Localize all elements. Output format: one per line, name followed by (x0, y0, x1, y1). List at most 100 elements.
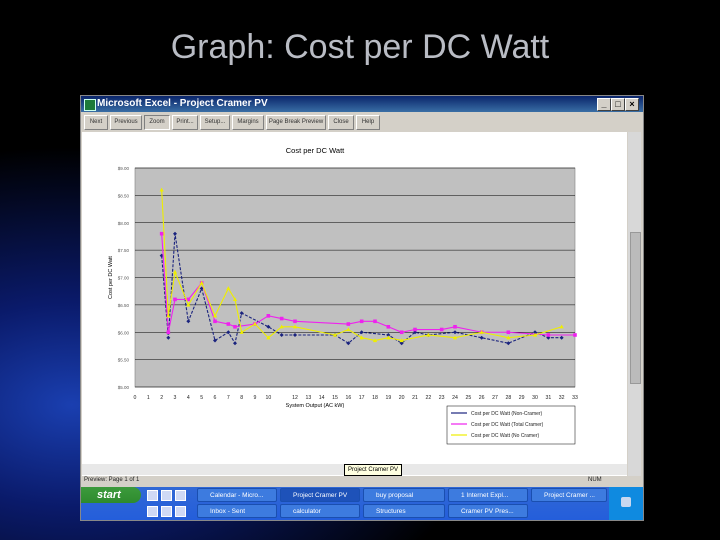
data-point (373, 319, 377, 324)
x-tick-label: 0 (134, 395, 137, 401)
data-point (172, 269, 178, 274)
x-tick-label: 1 (147, 395, 150, 401)
print-preview-toolbar: Next Previous Zoom Print... Setup... Mar… (81, 113, 643, 131)
word-icon[interactable] (175, 506, 186, 517)
status-left: Preview: Page 1 of 1 (84, 477, 140, 483)
print-button[interactable]: Print... (172, 115, 198, 130)
start-button[interactable]: start (81, 487, 141, 503)
previous-button[interactable]: Previous (110, 115, 142, 130)
y-axis-label: Cost per DC Watt (108, 256, 114, 299)
x-tick-label: 33 (572, 395, 578, 401)
margins-button[interactable]: Margins (232, 115, 264, 130)
browser-icon[interactable] (161, 490, 172, 501)
desktop-icon[interactable] (147, 490, 158, 501)
data-point (359, 330, 364, 335)
horizontal-scrollbar[interactable]: Project Cramer PV (82, 464, 627, 476)
minimize-icon[interactable]: _ (597, 98, 611, 111)
task-structures[interactable]: Structures (363, 504, 445, 518)
x-tick-label: 20 (399, 395, 405, 401)
data-point (266, 335, 271, 340)
x-tick-label: 8 (240, 395, 243, 401)
data-point (346, 341, 351, 346)
x-tick-label: 10 (265, 395, 271, 401)
maximize-icon[interactable]: □ (611, 98, 625, 111)
legend-label: Cost per DC Watt (No Cramer) (471, 433, 539, 439)
excel-window: Microsoft Excel - Project Cramer PV _ □ … (80, 95, 644, 521)
task-buy-proposal[interactable]: buy proposal (363, 488, 445, 502)
data-point (506, 335, 511, 340)
x-tick-label: 4 (187, 395, 190, 401)
x-tick-label: 18 (372, 395, 378, 401)
preview-page: $9.00 $8.50 $8.00 $7.50 $7.00 $6.50 $6.00 $5.50… (82, 132, 627, 484)
y-tick-label: $8.50 (118, 193, 130, 198)
x-tick-label: 29 (519, 395, 525, 401)
media-icon[interactable] (147, 506, 158, 517)
data-point (233, 341, 237, 346)
taskbar: start Calendar - Micro... Project Cramer… (81, 487, 643, 520)
x-tick-label: 12 (292, 395, 298, 401)
x-tick-label: 9 (254, 395, 257, 401)
data-point (173, 297, 177, 302)
vertical-scrollbar[interactable] (628, 132, 641, 484)
data-point (452, 335, 458, 340)
legend-label: Cost per DC Watt (Total Cramer) (471, 422, 544, 428)
mail-icon[interactable] (175, 490, 186, 501)
close-button[interactable]: Close (328, 115, 354, 130)
task-cramer-presentation[interactable]: Cramer PV Pres... (448, 504, 528, 518)
data-point (399, 330, 404, 335)
data-point (166, 335, 171, 340)
status-right: NUM (588, 477, 602, 483)
x-tick-label: 19 (385, 395, 391, 401)
data-point (453, 330, 457, 335)
x-tick-label: 14 (319, 395, 325, 401)
task-project-cramer[interactable]: Project Cramer PV (280, 488, 360, 502)
data-point (226, 322, 231, 326)
task-calculator[interactable]: calculator (280, 504, 360, 518)
data-point (293, 332, 297, 337)
data-point (292, 324, 298, 329)
data-point (346, 327, 351, 332)
data-point (506, 330, 511, 335)
data-point (559, 324, 564, 329)
data-point (386, 335, 391, 340)
data-point (186, 319, 191, 324)
setup-button[interactable]: Setup... (200, 115, 230, 130)
chart-title: Cost per DC Watt (286, 146, 345, 155)
cost-chart: $9.00 $8.50 $8.00 $7.50 $7.00 $6.50 $6.00 $5.50… (108, 146, 578, 445)
data-point (293, 319, 297, 324)
page-break-preview-button[interactable]: Page Break Preview (266, 115, 326, 130)
data-point (239, 329, 244, 334)
data-point (399, 338, 404, 343)
task-project-cramer-2[interactable]: Project Cramer ... (531, 488, 607, 502)
zoom-button[interactable]: Zoom (144, 115, 170, 130)
data-point (479, 335, 484, 340)
data-point (159, 187, 164, 192)
task-calendar[interactable]: Calendar - Micro... (197, 488, 277, 502)
help-button[interactable]: Help (356, 115, 380, 130)
explorer-icon[interactable] (161, 506, 172, 517)
x-tick-label: 27 (492, 395, 498, 401)
x-tick-label: 26 (479, 395, 485, 401)
next-button[interactable]: Next (84, 115, 108, 130)
data-point (533, 330, 537, 335)
status-tooltip: Project Cramer PV (344, 464, 403, 476)
data-point (479, 329, 484, 334)
x-tick-label: 23 (439, 395, 445, 401)
x-tick-label: 31 (545, 395, 551, 401)
tray-icon[interactable] (621, 497, 631, 507)
data-point (166, 330, 171, 335)
data-point (279, 332, 284, 337)
data-point (226, 286, 231, 291)
data-point (332, 332, 338, 337)
y-tick-label: $9.00 (118, 166, 130, 171)
x-tick-label: 24 (452, 395, 458, 401)
data-point (159, 231, 164, 236)
task-internet-explorer[interactable]: 1 Internet Expl... (448, 488, 528, 502)
close-icon[interactable]: × (625, 98, 639, 111)
x-tick-label: 16 (345, 395, 351, 401)
data-point (186, 297, 191, 302)
data-point (546, 333, 551, 337)
legend-box (446, 405, 576, 445)
y-tick-label: $5.50 (118, 358, 130, 363)
task-inbox[interactable]: Inbox - Sent (197, 504, 277, 518)
